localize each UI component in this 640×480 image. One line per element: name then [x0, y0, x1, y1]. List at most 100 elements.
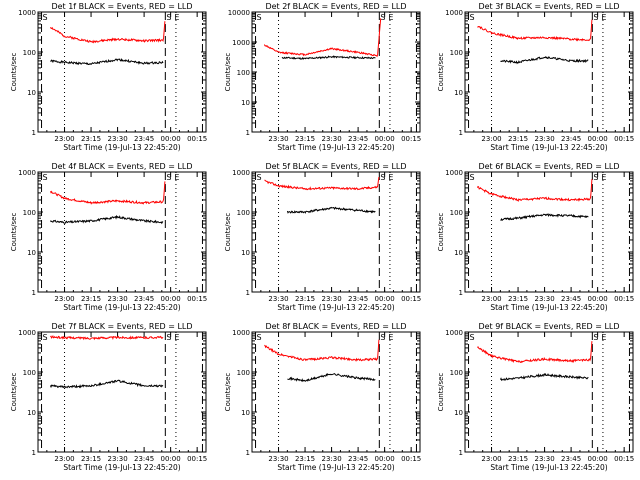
chart-panel-7: Det 7f BLACK = Events, RED = LLD 1 10 100 10… [10, 322, 207, 472]
x-tick-label: 00:00 [588, 135, 608, 143]
y-axis-label: Counts/sec [224, 373, 232, 412]
start-flag: S [593, 13, 598, 22]
x-tick-label: 23:15 [295, 295, 315, 303]
y-axis-label: Counts/sec [437, 213, 445, 252]
y-tick-label: 10 [27, 409, 36, 417]
y-tick-label: 1 [246, 129, 250, 137]
start-flag: S [257, 333, 262, 342]
x-tick-label: 00:15 [187, 135, 207, 143]
x-tick-label: 00:15 [614, 455, 634, 463]
y-axis-label: Counts/sec [10, 53, 18, 92]
plot-frame [251, 11, 421, 133]
chart-title: Det 3f BLACK = Events, RED = LLD [478, 2, 619, 11]
x-tick-label: 23:30 [268, 135, 288, 143]
events-series-line [500, 56, 589, 65]
x-axis-label: Start Time (19-Jul-13 22:45:20) [277, 463, 394, 472]
x-tick-label: 23:00 [481, 455, 501, 463]
plot-frame [464, 11, 634, 133]
events-series-line [50, 57, 164, 66]
x-tick-label: 23:15 [295, 135, 315, 143]
y-tick-label: 1 [246, 449, 250, 457]
y-tick-label: 1 [246, 289, 250, 297]
x-tick-label: 23:30 [321, 135, 341, 143]
chart-title: Det 5f BLACK = Events, RED = LLD [265, 162, 406, 171]
x-tick-label: 00:00 [161, 455, 181, 463]
y-tick-label: 10 [241, 99, 250, 107]
y-tick-label: 100 [23, 369, 36, 377]
chart-panel-5: Det 5f BLACK = Events, RED = LLD 1 10 100 10… [224, 162, 421, 312]
end-flag: E [174, 173, 179, 182]
y-tick-label: 1000 [232, 169, 250, 177]
plot-frame [251, 331, 421, 453]
x-tick-label: 23:45 [348, 295, 368, 303]
end-flag: E [388, 173, 393, 182]
x-tick-label: 23:45 [134, 295, 154, 303]
x-tick-label: 00:00 [375, 455, 395, 463]
lld-series-line [264, 339, 380, 362]
x-tick-label: 23:15 [508, 295, 528, 303]
y-tick-label: 100 [23, 49, 36, 57]
x-tick-label: 00:00 [375, 135, 395, 143]
chart-title: Det 9f BLACK = Events, RED = LLD [478, 322, 619, 331]
start-flag: S [470, 173, 475, 182]
events-series-line [49, 379, 164, 389]
x-tick-label: 23:15 [508, 455, 528, 463]
x-tick-label: 23:45 [134, 455, 154, 463]
start-flag: S [43, 173, 48, 182]
x-tick-label: 23:00 [54, 455, 74, 463]
y-tick-label: 1000 [445, 329, 463, 337]
chart-title: Det 8f BLACK = Events, RED = LLD [265, 322, 406, 331]
y-tick-label: 10 [27, 249, 36, 257]
x-tick-label: 23:30 [534, 455, 554, 463]
x-axis-label: Start Time (19-Jul-13 22:45:20) [490, 463, 607, 472]
x-tick-label: 00:15 [187, 295, 207, 303]
chart-panel-8: Det 8f BLACK = Events, RED = LLD 1 10 100 10… [224, 322, 421, 472]
start-flag: S [257, 173, 262, 182]
lld-series-line [263, 18, 382, 58]
y-tick-label: 100 [23, 209, 36, 217]
x-tick-label: 23:30 [321, 295, 341, 303]
y-tick-label: 1 [459, 449, 463, 457]
x-tick-label: 23:00 [54, 135, 74, 143]
y-tick-label: 10 [454, 409, 463, 417]
x-tick-label: 23:15 [81, 455, 101, 463]
x-tick-label: 23:45 [561, 455, 581, 463]
y-axis-label: Counts/sec [224, 213, 232, 252]
start-flag: S [470, 333, 475, 342]
start-flag: S [380, 333, 385, 342]
start-flag: S [166, 173, 171, 182]
start-flag: S [43, 333, 48, 342]
y-tick-label: 1 [32, 129, 36, 137]
y-tick-label: 10 [241, 249, 250, 257]
start-flag: S [43, 13, 48, 22]
chart-title: Det 7f BLACK = Events, RED = LLD [51, 322, 192, 331]
chart-panel-1: Det 1f BLACK = Events, RED = LLD 1 10 100 10… [10, 2, 207, 152]
y-tick-label: 100 [450, 209, 463, 217]
y-axis-label: Counts/sec [10, 373, 18, 412]
x-tick-label: 23:00 [481, 295, 501, 303]
x-tick-label: 00:00 [161, 135, 181, 143]
y-tick-label: 1000 [445, 9, 463, 17]
x-tick-label: 23:00 [54, 295, 74, 303]
x-tick-label: 00:00 [588, 295, 608, 303]
plot-frame [37, 171, 207, 293]
chart-panel-2: Det 2f BLACK = Events, RED = LLD 1 10 100 10… [224, 2, 421, 152]
end-flag: E [601, 173, 606, 182]
x-tick-label: 00:15 [614, 295, 634, 303]
x-tick-label: 00:15 [401, 295, 421, 303]
end-flag: E [174, 13, 179, 22]
chart-title: Det 2f BLACK = Events, RED = LLD [265, 2, 406, 11]
start-flag: S [593, 173, 598, 182]
y-axis-label: Counts/sec [10, 213, 18, 252]
x-tick-label: 23:45 [561, 295, 581, 303]
start-flag: S [380, 13, 385, 22]
events-series-line [281, 55, 376, 61]
chart-panel-9: Det 9f BLACK = Events, RED = LLD 1 10 100 10… [437, 322, 634, 472]
x-tick-label: 23:30 [107, 135, 127, 143]
x-tick-label: 23:30 [268, 455, 288, 463]
x-tick-label: 23:15 [81, 295, 101, 303]
y-tick-label: 1 [32, 289, 36, 297]
x-tick-label: 23:45 [134, 135, 154, 143]
start-flag: S [166, 13, 171, 22]
